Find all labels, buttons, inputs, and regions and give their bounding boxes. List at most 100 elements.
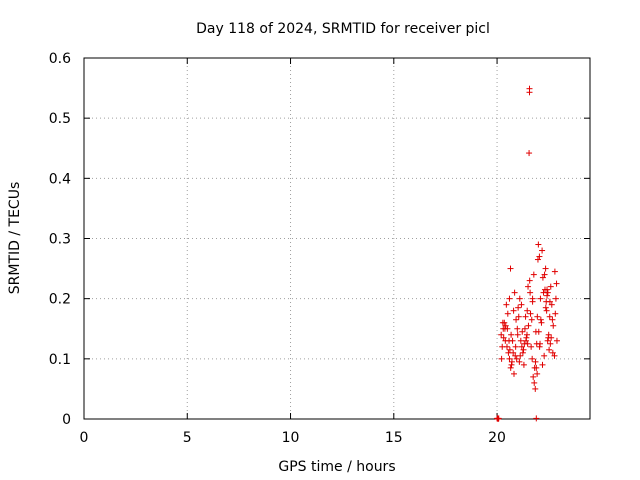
data-point (514, 331, 521, 338)
data-point (495, 416, 502, 422)
data-point (533, 415, 540, 422)
data-point (537, 295, 544, 302)
data-point (506, 295, 513, 302)
data-point (526, 89, 533, 96)
data-point (533, 364, 540, 371)
data-point (512, 352, 519, 359)
data-point (510, 349, 517, 356)
data-point (513, 316, 520, 323)
data-point (544, 337, 551, 344)
data-point (514, 325, 521, 332)
data-point (506, 346, 513, 353)
y-axis-label: SRMTID / TECUs (7, 182, 23, 295)
data-point (542, 265, 549, 272)
data-point (550, 322, 557, 329)
data-point (500, 334, 507, 341)
data-point (546, 298, 553, 305)
data-point (524, 340, 531, 347)
data-point (517, 337, 524, 344)
data-point (538, 319, 545, 326)
data-point (498, 355, 505, 362)
grid-lines (84, 58, 590, 419)
data-point (552, 310, 559, 317)
data-point (523, 334, 530, 341)
plot-frame (83, 57, 591, 420)
data-point (544, 286, 551, 293)
data-point (524, 307, 531, 314)
data-point (545, 334, 552, 341)
data-point (529, 295, 536, 302)
data-point (546, 346, 553, 353)
data-point (508, 331, 515, 338)
data-point (520, 361, 527, 368)
data-point (527, 289, 534, 296)
data-point (532, 385, 539, 392)
data-point (513, 355, 520, 362)
data-point (536, 343, 543, 350)
data-point (535, 241, 542, 248)
data-point (543, 307, 550, 314)
x-tick-label: 0 (80, 430, 89, 446)
y-tick-label: 0 (62, 412, 71, 428)
data-point (551, 268, 558, 275)
data-point (541, 271, 548, 278)
data-point (528, 316, 535, 323)
x-tick-label: 10 (282, 430, 300, 446)
x-tick-label: 15 (385, 430, 403, 446)
data-point (531, 379, 538, 386)
data-point (546, 313, 553, 320)
data-point (507, 364, 514, 371)
data-point (528, 343, 535, 350)
data-point (504, 310, 511, 317)
x-tick-label: 5 (183, 430, 192, 446)
x-tick-label: 20 (488, 430, 506, 446)
data-point (539, 274, 546, 281)
data-point (534, 370, 541, 377)
y-tick-label: 0.3 (49, 232, 71, 248)
y-tick-label: 0.1 (49, 352, 71, 368)
data-point (542, 304, 549, 311)
data-point (519, 328, 526, 335)
data-point (530, 271, 537, 278)
data-point (525, 283, 532, 290)
data-point (518, 301, 525, 308)
data-point (547, 340, 554, 347)
data-point (507, 265, 514, 272)
data-point (551, 352, 558, 359)
x-axis-label: GPS time / hours (278, 459, 395, 475)
data-point (529, 355, 536, 362)
data-point (515, 313, 522, 320)
data-point (520, 346, 527, 353)
data-point (532, 328, 539, 335)
data-point (503, 343, 510, 350)
data-point (544, 292, 551, 299)
data-point (547, 283, 554, 290)
data-point (532, 358, 539, 365)
data-point (534, 313, 541, 320)
data-point (525, 322, 532, 329)
data-point (527, 310, 534, 317)
data-point (515, 304, 522, 311)
data-point (548, 301, 555, 308)
data-point (512, 343, 519, 350)
data-point (553, 337, 560, 344)
data-point (549, 316, 556, 323)
data-point (541, 352, 548, 359)
data-point (530, 373, 537, 380)
data-point (526, 150, 533, 157)
data-point (499, 319, 506, 326)
data-point (553, 280, 560, 287)
data-point (506, 337, 513, 344)
data-point (526, 277, 533, 284)
data-point (522, 313, 529, 320)
data-points (494, 85, 560, 422)
data-point (549, 349, 556, 356)
data-point (521, 325, 528, 332)
y-tick-label: 0.5 (49, 111, 71, 127)
data-point (506, 355, 513, 362)
data-point (534, 256, 541, 263)
data-point (537, 316, 544, 323)
data-point (502, 322, 509, 329)
data-point (501, 325, 508, 332)
